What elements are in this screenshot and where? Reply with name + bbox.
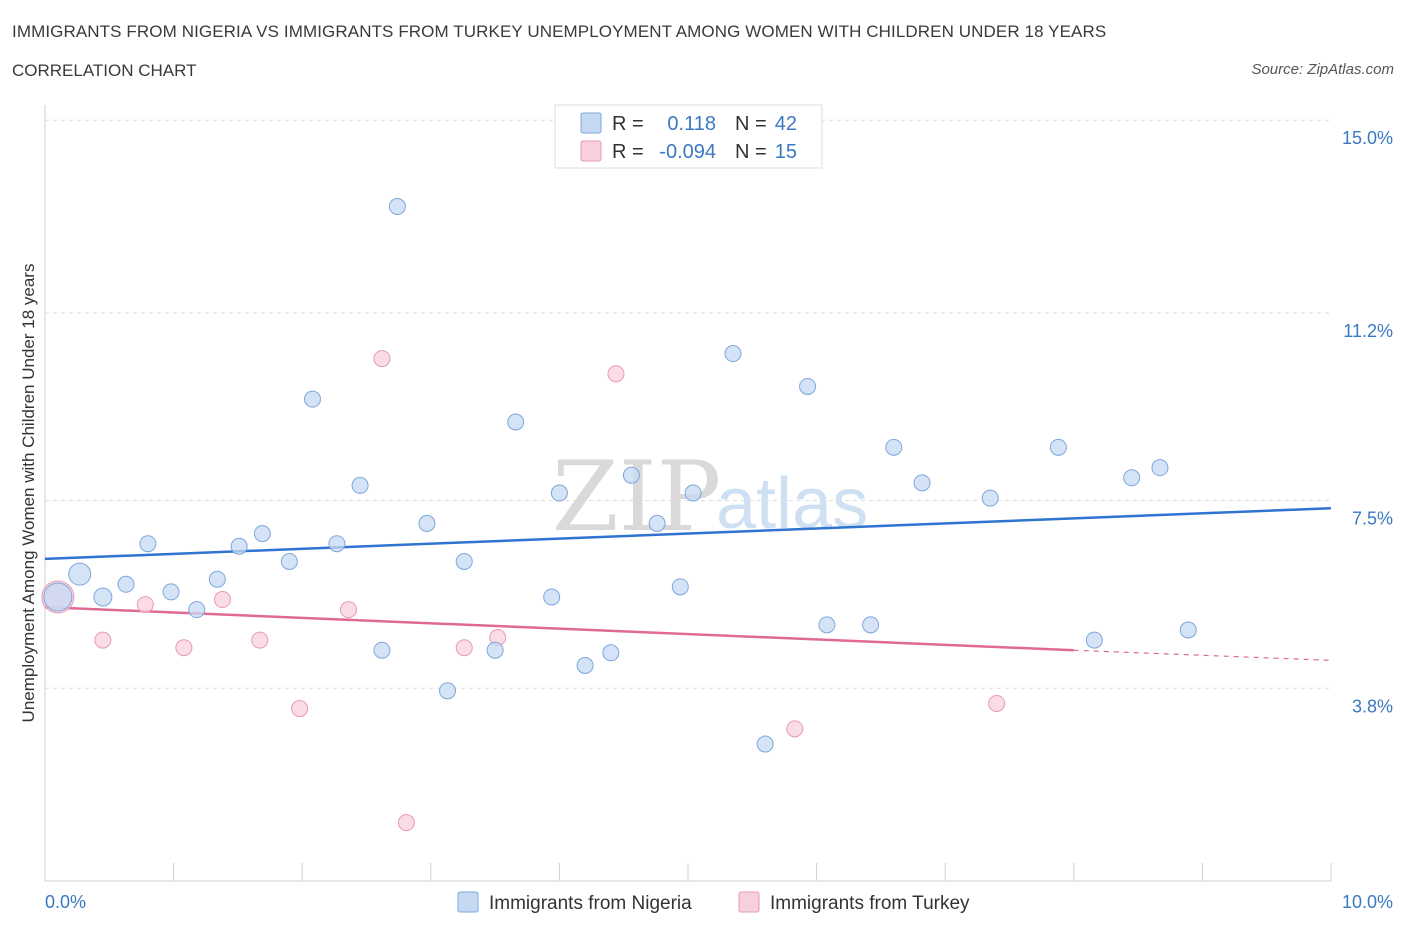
point-turkey (94, 631, 112, 649)
point-nigeria (230, 537, 248, 555)
point-nigeria (724, 345, 742, 363)
series-nigeria-points (43, 197, 1197, 753)
point-turkey (455, 639, 473, 657)
stats-legend: R = 0.118 N = 42 R = -0.094 N = 15 (554, 104, 823, 169)
point-nigeria (756, 735, 774, 753)
source-credit: Source: ZipAtlas.com (1251, 61, 1394, 78)
trend-lines (44, 506, 1332, 661)
point-nigeria (93, 587, 113, 607)
point-nigeria (885, 438, 903, 456)
point-nigeria (1179, 621, 1197, 639)
trend-line-turkey (44, 605, 1074, 652)
point-nigeria (1123, 469, 1141, 487)
point-nigeria (684, 484, 702, 502)
gridlines (45, 119, 1331, 689)
point-turkey (213, 591, 231, 609)
legend-n-label-nigeria: N = (735, 113, 767, 135)
point-nigeria (981, 489, 999, 507)
point-nigeria (622, 466, 640, 484)
legend-n-value-turkey: 15 (775, 141, 797, 163)
point-nigeria (188, 601, 206, 619)
point-nigeria (351, 476, 369, 494)
point-turkey (988, 694, 1006, 712)
point-turkey (175, 639, 193, 657)
legend-r-value-turkey: -0.094 (659, 141, 716, 163)
point-nigeria (253, 525, 271, 543)
point-nigeria (648, 514, 666, 532)
point-turkey (136, 596, 154, 614)
point-nigeria (328, 535, 346, 553)
bottom-legend-swatch-nigeria (457, 891, 479, 913)
point-nigeria (818, 616, 836, 634)
point-nigeria (303, 390, 321, 408)
point-nigeria (862, 616, 880, 634)
legend-swatch-turkey (580, 140, 602, 162)
point-nigeria (117, 575, 135, 593)
bottom-legend-label-nigeria: Immigrants from Nigeria (489, 893, 692, 914)
point-nigeria (455, 552, 473, 570)
point-turkey (251, 631, 269, 649)
point-nigeria (550, 484, 568, 502)
legend-r-label-nigeria: R = (612, 113, 644, 135)
trend-line-turkey-extension (1073, 649, 1332, 661)
point-nigeria (1049, 438, 1067, 456)
y-tick-label: 15.0% (1342, 128, 1393, 148)
point-turkey (786, 720, 804, 738)
point-nigeria (913, 474, 931, 492)
point-nigeria (139, 535, 157, 553)
series-legend: Immigrants from Nigeria Immigrants from … (457, 891, 970, 914)
point-nigeria (439, 682, 457, 700)
legend-n-value-nigeria: 42 (775, 113, 797, 135)
x-tick-label-min: 0.0% (45, 892, 86, 912)
point-nigeria (162, 583, 180, 601)
point-nigeria (388, 197, 406, 215)
x-axis-ticks (44, 863, 1332, 881)
point-turkey (607, 365, 625, 383)
bottom-legend-label-turkey: Immigrants from Turkey (770, 893, 970, 914)
legend-n-label-turkey: N = (735, 141, 767, 163)
y-tick-label: 11.2% (1343, 321, 1393, 341)
bottom-legend-swatch-turkey (738, 891, 760, 913)
point-nigeria (486, 641, 504, 659)
point-nigeria (576, 656, 594, 674)
y-axis-title: Unemployment Among Women with Children U… (19, 264, 38, 723)
point-turkey (291, 700, 309, 718)
point-turkey (373, 350, 391, 368)
legend-swatch-nigeria (580, 112, 602, 134)
point-nigeria (208, 570, 226, 588)
point-nigeria (543, 588, 561, 606)
point-turkey (397, 814, 415, 832)
legend-r-label-turkey: R = (612, 141, 644, 163)
y-tick-label: 3.8% (1352, 696, 1393, 716)
point-turkey (339, 601, 357, 619)
point-nigeria (373, 641, 391, 659)
trend-line-nigeria (44, 506, 1332, 561)
y-axis-tick-labels: 3.8% 7.5% 11.2% 15.0% (1342, 128, 1393, 716)
point-nigeria (602, 644, 620, 662)
x-tick-label-max: 10.0% (1342, 892, 1393, 912)
point-nigeria (799, 377, 817, 395)
point-nigeria (671, 578, 689, 596)
legend-r-value-nigeria: 0.118 (667, 113, 716, 135)
point-nigeria (280, 552, 298, 570)
y-tick-label: 7.5% (1352, 509, 1393, 529)
point-nigeria (68, 562, 92, 586)
point-nigeria (1085, 631, 1103, 649)
chart-subtitle: CORRELATION CHART (12, 61, 197, 80)
chart-title: IMMIGRANTS FROM NIGERIA VS IMMIGRANTS FR… (12, 22, 1107, 41)
point-nigeria (1151, 459, 1169, 477)
point-nigeria (418, 514, 436, 532)
point-nigeria (43, 582, 73, 612)
point-nigeria (507, 413, 525, 431)
